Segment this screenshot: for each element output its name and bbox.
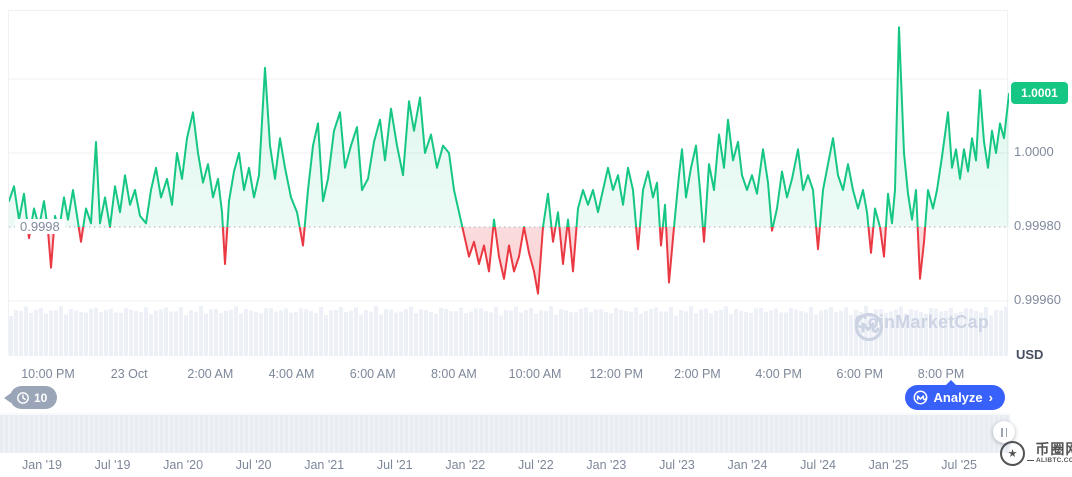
price-chart-svg[interactable] [9, 11, 1009, 356]
coinmarketcap-watermark-text: CoinMarketCap [854, 312, 989, 332]
x-tick-label: 2:00 AM [187, 367, 234, 381]
history-count-badge[interactable]: 10 [3, 386, 58, 409]
x-tick-label: 10:00 PM [21, 367, 75, 381]
current-price-badge: 1.0001 [1011, 81, 1068, 104]
coinmarketcap-logo-icon [855, 312, 884, 342]
nav-date-label: Jan '25 [868, 458, 909, 472]
volume-bars [9, 306, 1008, 356]
x-tick-label: 12:00 PM [589, 367, 643, 381]
analyze-button-label: Analyze [933, 390, 983, 405]
x-tick-label: 2:00 PM [674, 367, 721, 381]
nav-date-label: Jan '21 [304, 458, 345, 472]
nav-date-label: Jul '22 [517, 458, 554, 472]
nav-date-label: Jan '19 [22, 458, 62, 472]
y-axis: 1.0000 0.99980 0.99960 [1014, 0, 1072, 477]
y-tick-label: 1.0000 [1014, 144, 1054, 159]
nav-date-label: Jul '20 [235, 458, 272, 472]
site-watermark: ★ 币圈网 ALIBTC.COM [1000, 429, 1072, 477]
x-tick-label: 4:00 AM [268, 367, 315, 381]
history-clock-icon [17, 391, 29, 404]
x-tick-label: 23 Oct [110, 367, 148, 381]
coinmarketcap-watermark: CoinMarketCap [854, 312, 989, 342]
y-tick-label: 0.99960 [1014, 292, 1061, 307]
analyze-button[interactable]: Analyze › [904, 380, 1005, 410]
nav-date-label: Jul '24 [800, 458, 836, 472]
time-axis: 10:00 PM 23 Oct 2:00 AM 4:00 AM 6:00 AM 8:00 … [0, 367, 1010, 381]
x-tick-label: 6:00 PM [836, 367, 884, 381]
nav-date-label: Jul '25 [941, 458, 978, 472]
x-tick-label: 8:00 AM [430, 367, 477, 381]
site-domain-text: ALIBTC.COM [1027, 457, 1072, 464]
price-chart-panel: 0.9998 CoinMarketCap [8, 10, 1009, 356]
nav-date-label: Jan '23 [586, 458, 627, 472]
history-count-value: 10 [34, 390, 48, 405]
nav-date-label: Jul '19 [94, 458, 131, 472]
site-logo-icon: ★ [1000, 440, 1025, 466]
navigator-date-axis: Jan '19 Jul '19 Jan '20 Jul '20 Jan '21 Jul '… [0, 458, 1010, 473]
y-tick-label: 0.99980 [1014, 218, 1061, 233]
range-navigator[interactable] [0, 413, 1010, 453]
nav-date-label: Jan '24 [727, 458, 768, 472]
x-tick-label: 10:00 AM [508, 367, 562, 381]
nav-date-label: Jan '22 [445, 458, 486, 472]
chevron-right-icon: › [988, 390, 993, 405]
nav-date-label: Jan '20 [163, 458, 204, 472]
x-tick-label: 8:00 PM [917, 367, 965, 381]
site-name-text: 币圈网 [1035, 441, 1072, 457]
nav-date-label: Jul '21 [376, 458, 413, 472]
x-tick-label: 4:00 PM [755, 367, 802, 381]
baseline-price-label: 0.9998 [15, 219, 65, 234]
analyze-cmc-logo-icon [913, 390, 927, 405]
navigator-drag-handle[interactable] [993, 421, 1015, 443]
nav-date-label: Jul '23 [659, 458, 695, 472]
x-tick-label: 6:00 AM [349, 367, 396, 381]
currency-unit-label: USD [1016, 347, 1044, 362]
